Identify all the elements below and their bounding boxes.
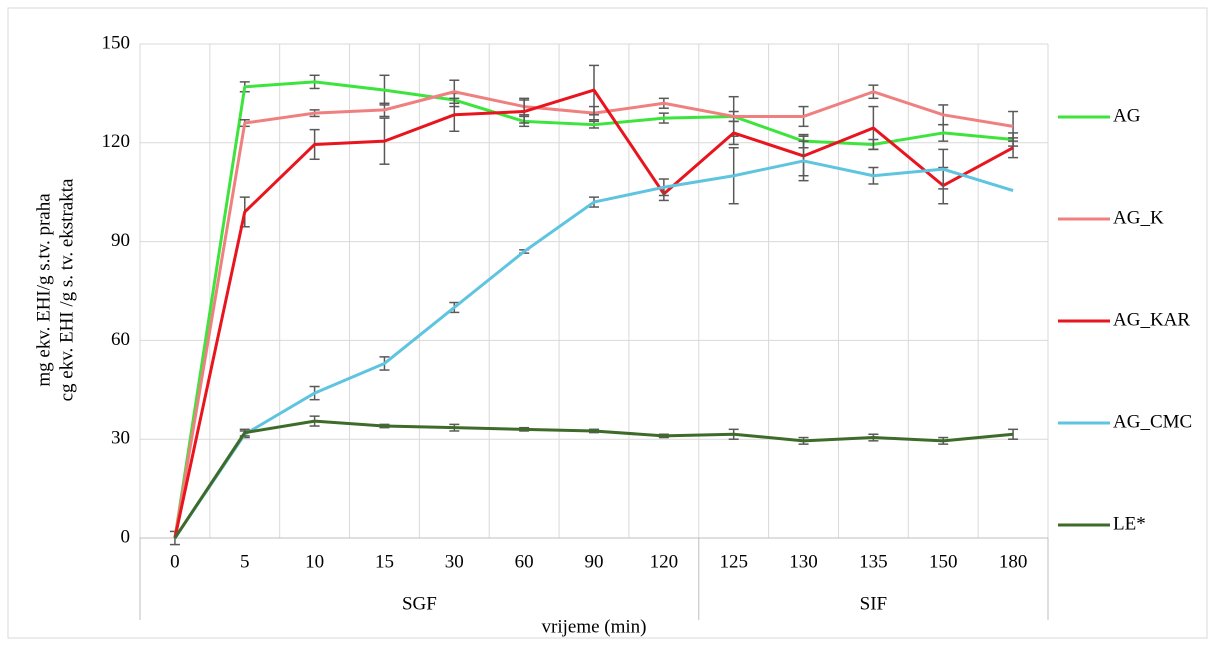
y-axis-title-line: mg ekv. EHI/g s.tv. praha [33,193,54,387]
x-tick-label: 180 [999,551,1028,572]
x-tick-label: 90 [585,551,604,572]
legend-label: LE* [1113,513,1146,534]
x-tick-label: 120 [650,551,679,572]
legend-label: AG [1113,105,1141,126]
x-tick-label: 10 [305,551,324,572]
legend-label: AG_CMC [1113,411,1192,432]
y-tick-label: 60 [111,329,130,350]
error-bar [1008,137,1019,159]
x-tick-label: 125 [719,551,748,572]
y-tick-label: 150 [102,32,131,53]
x-tick-label: 30 [445,551,464,572]
series-line [173,80,1014,539]
y-tick-label: 0 [121,526,131,547]
legend-label: AG_K [1113,207,1164,228]
group-label: SIF [860,593,887,614]
x-tick-label: 60 [515,551,534,572]
x-axis-title: vrijeme (min) [542,616,647,637]
group-label: SGF [402,593,437,614]
series-line [173,88,1014,539]
chart-border [7,7,1208,639]
x-tick-label: 150 [929,551,958,572]
series-line [173,159,1014,539]
x-tick-label: 130 [789,551,818,572]
y-axis-title-line: cg ekv. EHI /g s. tv. ekstrakta [56,178,77,401]
x-tick-label: 135 [859,551,888,572]
y-tick-label: 120 [102,131,131,152]
legend-label: AG_KAR [1113,309,1190,330]
series-line [173,419,1014,539]
x-tick-label: 15 [375,551,394,572]
y-tick-label: 90 [111,230,130,251]
y-axis-title: mg ekv. EHI/g s.tv. praha cg ekv. EHI /g… [33,178,77,401]
y-tick-label: 30 [111,428,130,449]
x-tick-label: 5 [240,551,250,572]
x-tick-label: 0 [170,551,180,572]
